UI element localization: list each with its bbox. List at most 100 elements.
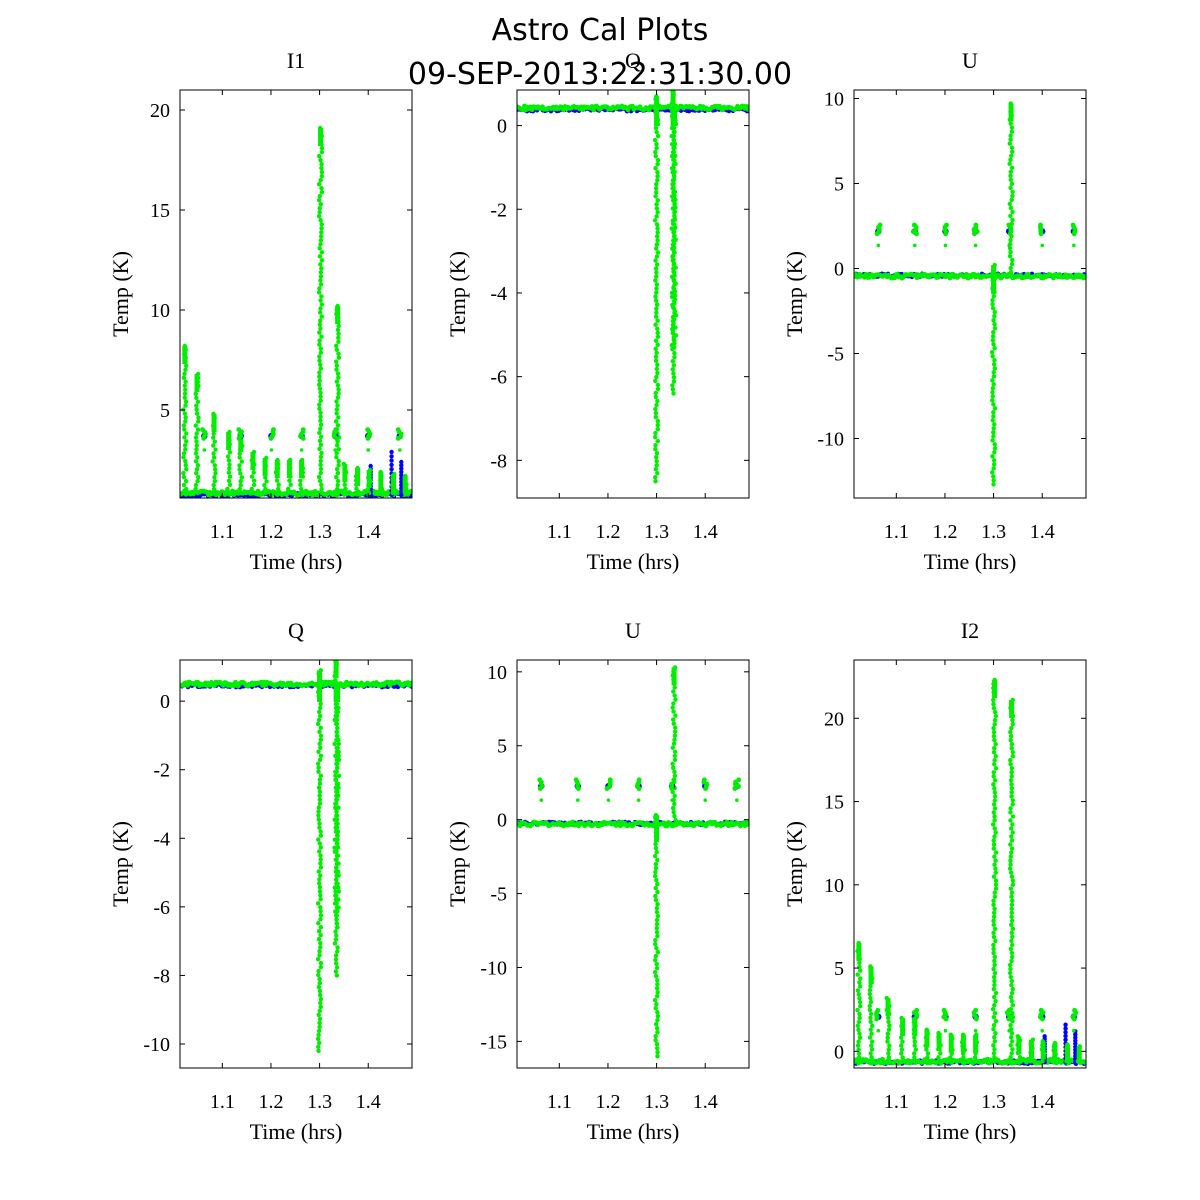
green-point — [991, 1023, 997, 1028]
green-point — [992, 446, 998, 451]
green-point — [899, 1051, 904, 1056]
green-point — [654, 985, 660, 991]
green-point — [335, 885, 341, 890]
green-point — [318, 853, 323, 858]
green-point — [1010, 934, 1015, 940]
green-point — [703, 798, 708, 802]
x-tick-label: 1.1 — [884, 1091, 909, 1113]
green-point — [992, 746, 997, 751]
green-point — [315, 721, 321, 727]
spike-base — [211, 414, 217, 432]
green-point — [318, 218, 323, 223]
green-point — [316, 984, 322, 990]
blue-point — [399, 479, 404, 484]
green-point — [654, 286, 659, 291]
green-point — [213, 490, 218, 496]
green-point — [671, 285, 676, 290]
green-point — [937, 1059, 942, 1064]
green-point — [992, 1010, 998, 1016]
green-point — [225, 454, 231, 459]
green-point — [959, 1059, 965, 1064]
green-point — [336, 339, 341, 345]
green-point — [886, 1051, 891, 1056]
green-point — [867, 987, 873, 993]
y-tick-label: -15 — [480, 1031, 507, 1053]
green-point — [653, 294, 658, 299]
y-tick-label: 5 — [160, 400, 170, 422]
green-point — [319, 185, 324, 191]
green-point — [318, 426, 323, 432]
green-point — [991, 342, 996, 347]
green-point — [654, 306, 659, 311]
x-tick-label: 1.4 — [1030, 1091, 1055, 1113]
green-point — [653, 125, 659, 131]
green-point — [991, 782, 996, 787]
green-point — [336, 757, 342, 763]
green-point — [655, 889, 660, 895]
green-point — [655, 1049, 660, 1055]
green-point — [991, 318, 996, 323]
green-point — [974, 1016, 979, 1022]
green-point — [299, 448, 304, 452]
green-point — [1008, 729, 1013, 735]
green-point — [654, 1001, 659, 1007]
green-point — [237, 467, 242, 472]
blue-point — [399, 486, 404, 491]
green-point — [671, 277, 677, 282]
green-point — [319, 226, 324, 231]
green-point — [182, 427, 187, 432]
blue-point — [399, 473, 404, 478]
green-point — [1082, 1059, 1086, 1065]
green-point — [671, 721, 676, 726]
green-point — [333, 961, 339, 966]
green-point — [1007, 866, 1013, 871]
blue-point — [399, 469, 404, 475]
spike-base — [335, 684, 341, 702]
green-point — [1009, 745, 1014, 751]
green-point — [336, 753, 341, 759]
green-point — [196, 474, 201, 480]
green-point — [239, 475, 245, 480]
green-point — [211, 443, 216, 448]
green-point — [332, 941, 338, 946]
green-point — [181, 375, 187, 380]
green-point — [1009, 906, 1014, 911]
green-point — [898, 1043, 904, 1048]
green-point — [1008, 273, 1013, 279]
green-point — [316, 290, 322, 295]
green-point — [655, 157, 661, 163]
green-point — [947, 275, 953, 281]
green-point — [319, 486, 324, 492]
green-point — [336, 705, 341, 711]
green-point — [1009, 850, 1014, 855]
green-point — [318, 773, 324, 778]
green-point — [992, 790, 998, 795]
green-point — [670, 253, 676, 258]
green-point — [1017, 1054, 1023, 1060]
green-point — [653, 885, 658, 891]
plot-area — [517, 90, 749, 498]
green-point — [990, 454, 995, 459]
blue-point — [1073, 1038, 1078, 1043]
green-point — [334, 817, 340, 822]
green-point — [1009, 1051, 1014, 1056]
spike-base — [885, 998, 891, 1017]
green-point — [886, 1027, 892, 1032]
green-point — [1007, 161, 1012, 166]
data-layer — [517, 90, 749, 484]
green-point — [992, 854, 997, 859]
green-point — [653, 406, 658, 412]
blue-point — [1063, 1033, 1068, 1039]
green-point — [654, 141, 659, 147]
green-point — [856, 1027, 861, 1033]
green-point — [671, 379, 677, 384]
y-tick-label: -8 — [153, 965, 170, 987]
green-point — [211, 435, 216, 440]
green-point — [202, 448, 207, 452]
green-point — [539, 798, 544, 802]
spike-base — [936, 1033, 942, 1052]
green-point — [672, 129, 677, 135]
green-point — [991, 1051, 997, 1056]
green-point — [317, 478, 323, 484]
green-point — [317, 781, 323, 786]
